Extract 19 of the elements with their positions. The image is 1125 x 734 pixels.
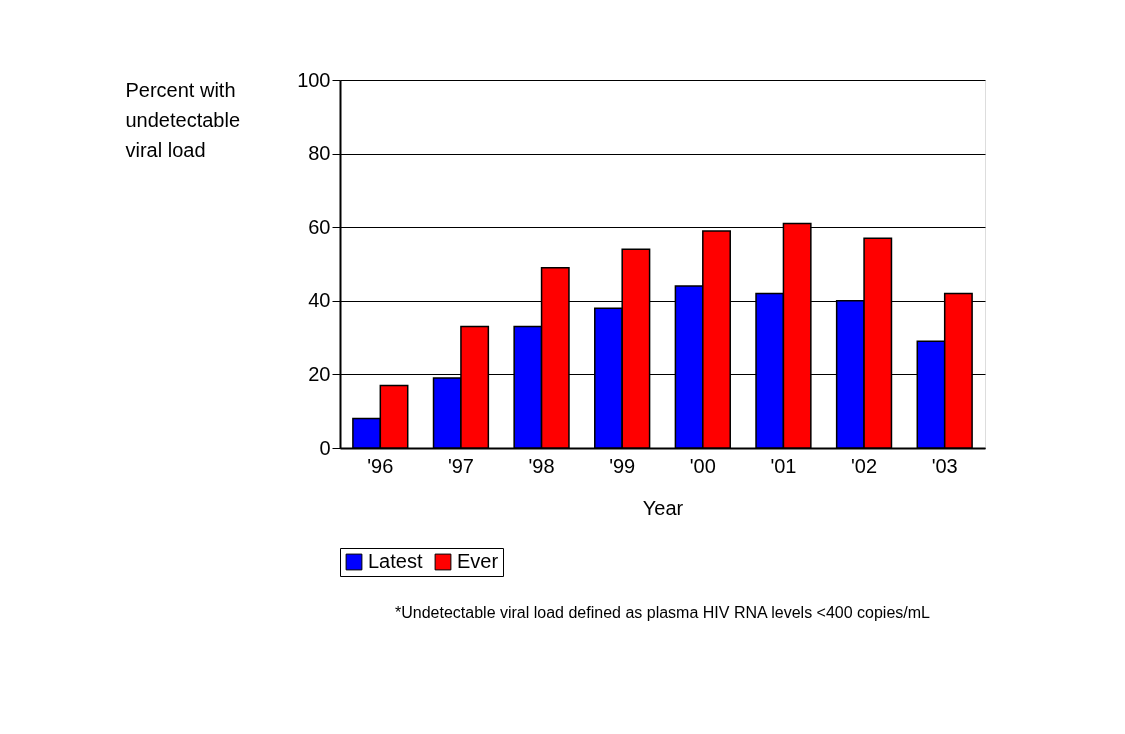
x-tick-label: '01 — [770, 454, 797, 477]
legend-label: Latest — [368, 550, 423, 572]
y-tick-label: 20 — [308, 362, 331, 385]
y-tick-label: 0 — [319, 436, 331, 459]
x-tick-label: '97 — [447, 454, 474, 477]
x-tick-label: '99 — [609, 454, 636, 477]
x-axis-title: Year — [642, 496, 684, 519]
y-tick-label: 40 — [308, 289, 331, 312]
x-tick-label: '96 — [367, 454, 394, 477]
x-tick-label: '98 — [528, 454, 555, 477]
y-axis-title: Percent with undetectable viral load — [125, 78, 241, 161]
text: *Undetectable viral load defined as plasma HIV RNA levels <400 copies/mL — [395, 603, 931, 621]
y-tick-label: 100 — [297, 68, 331, 91]
legend-label: Ever — [457, 550, 499, 572]
x-tick-label: '02 — [851, 454, 878, 477]
x-tick-label: '00 — [689, 454, 716, 477]
y-tick-label: 60 — [308, 215, 331, 238]
y-tick-label: 80 — [308, 142, 331, 165]
x-tick-label: '03 — [931, 454, 958, 477]
